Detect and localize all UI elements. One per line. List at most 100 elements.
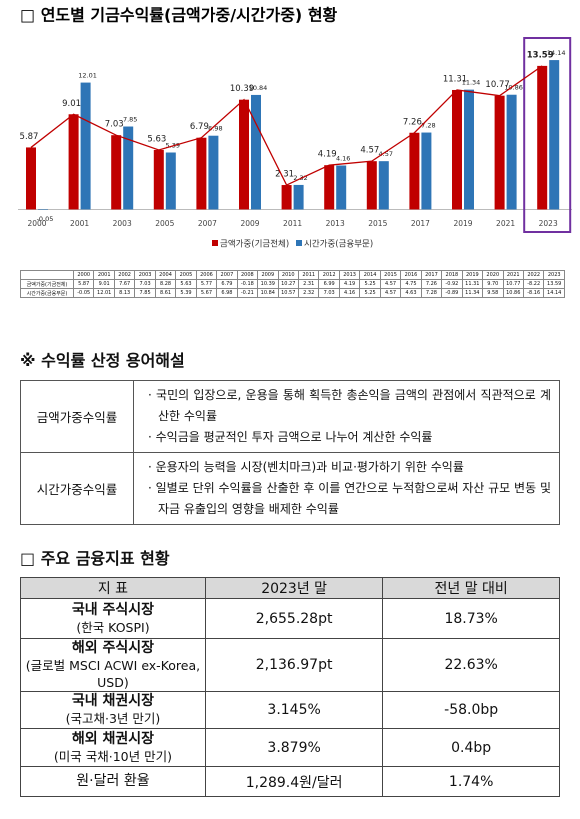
legend-label: 금액가중(기금전체) — [220, 239, 289, 250]
table-header-cell: 2006 — [195, 270, 218, 280]
indicator-name: 국내 주식시장 — [71, 601, 155, 618]
table-cell: 7.28 — [420, 288, 443, 298]
table-cell: 9.01 — [93, 279, 115, 289]
section-title: □ 주요 금융지표 현황 — [20, 549, 170, 568]
indicator-name-cell: 국내 채권시장 (국고채·3년 만기) — [20, 691, 206, 729]
table-cell: 5.39 — [175, 288, 197, 298]
table-header-cell: 2019 — [461, 270, 484, 280]
table-cell: -0.92 — [441, 279, 463, 289]
indicator-table: 지 표 2023년 말 전년 말 대비 국내 주식시장 (한국 KOSPI) 2,655.… — [20, 577, 560, 797]
table-cell: -8.16 — [522, 288, 545, 298]
value-label: 2.31 — [275, 170, 294, 180]
bar — [26, 147, 36, 210]
term: 금액가중수익률 — [20, 380, 134, 453]
x-tick-label: 2009 — [240, 219, 259, 228]
indicator-name: 국내 채권시장 — [71, 693, 155, 709]
bar — [537, 65, 548, 210]
table-cell: 7.26 — [420, 279, 443, 289]
table-header-cell: 2013 — [338, 270, 361, 280]
table-cell: 8.28 — [154, 279, 177, 289]
table-cell: 8.13 — [113, 288, 136, 298]
value-label: 7.28 — [421, 122, 435, 130]
table-cell: 13.59 — [543, 279, 565, 289]
bar — [80, 82, 91, 210]
value-label: 4.16 — [336, 154, 350, 162]
table-cell: 9.58 — [482, 288, 504, 298]
table-header-cell: 2018 — [441, 270, 463, 280]
table-header-cell: 2023년 말 — [204, 577, 384, 599]
indicator-name: 원·달러 환율 — [76, 773, 150, 789]
description-item: · 일별로 단위 수익률을 산출한 후 이를 연간으로 누적함으로써 자산 규모… — [148, 481, 551, 516]
table-header-cell: 2021 — [502, 270, 524, 280]
value-label: 14.14 — [547, 49, 566, 57]
terms-table: 금액가중수익률 · 국민의 입장으로, 운용을 통해 획득한 총손익을 금액의 관… — [20, 380, 560, 525]
table-header-cell: 2016 — [400, 270, 422, 280]
table-header-cell: 전년 말 대비 — [382, 577, 560, 599]
table-row: 시간가중(금융부문) -0.05 12.01 8.13 7.85 8.61 5.39 5.67… — [20, 288, 565, 298]
bar — [153, 149, 164, 210]
x-tick-label: 2011 — [283, 219, 302, 228]
bar — [409, 132, 420, 210]
chart: □ 연도별 기금수익률(금액가중/시간가중) 현황 2000 5.87 -0.05 2… — [18, 6, 572, 250]
bar — [494, 95, 505, 210]
indicator-sub: (한국 KOSPI) — [76, 619, 150, 635]
x-tick-label: 2021 — [496, 219, 515, 228]
value-label: 7.85 — [123, 116, 137, 124]
table-header-cell: 2003 — [134, 270, 156, 280]
table-header-cell: 2017 — [420, 270, 443, 280]
x-tick-label: 2005 — [155, 219, 174, 228]
table-row: 국내 주식시장 (한국 KOSPI) 2,655.28pt 18.73% — [20, 598, 560, 639]
value-label: 10.39 — [230, 84, 254, 94]
x-tick-label: 2013 — [326, 219, 345, 228]
x-tick-label: 2003 — [113, 219, 132, 228]
table-cell: 6.98 — [216, 288, 238, 298]
bar — [421, 132, 432, 210]
table-cell: 6.99 — [318, 279, 340, 289]
value-label: 7.26 — [403, 117, 422, 127]
legend-label: 시간가중(금융부문) — [304, 239, 373, 250]
value-label: 11.31 — [443, 74, 467, 84]
indicator-name-cell: 해외 주식시장 (글로벌 MSCI ACWI ex-Korea, USD) — [20, 638, 206, 692]
bar — [293, 184, 304, 210]
table-cell: 5.77 — [195, 279, 218, 289]
x-tick-label: 2019 — [453, 219, 472, 228]
indicator-name-cell: 원·달러 환율 — [20, 766, 206, 797]
table-cell: 10.39 — [257, 279, 279, 289]
term-description: · 운용자의 능력을 시장(벤치마크)과 비교·평가하기 위한 수익률 · 일별로… — [133, 452, 560, 525]
table-cell: 7.03 — [318, 288, 340, 298]
table-cell: 11.34 — [461, 288, 484, 298]
x-tick-label: 2007 — [198, 219, 217, 228]
table-row: 금액가중(기금전체) 5.87 9.01 7.67 7.03 8.28 5.63 5.77 6.… — [20, 279, 565, 289]
table-header-cell: 2014 — [359, 270, 381, 280]
indicator-name: 해외 주식시장 — [71, 639, 155, 656]
table-cell: 10.77 — [502, 279, 524, 289]
section-title: □ 연도별 기금수익률(금액가중/시간가중) 현황 — [20, 6, 338, 25]
table-cell: 10.84 — [257, 288, 279, 298]
x-tick-label: 2001 — [70, 219, 89, 228]
table-row: 2000 2001 2002 2003 2004 2005 2006 2007 2008 2009… — [20, 270, 565, 280]
value-label: 5.63 — [147, 134, 166, 144]
description-item: · 운용자의 능력을 시장(벤치마크)과 비교·평가하기 위한 수익률 — [148, 460, 464, 474]
bar — [208, 135, 219, 210]
table-cell: -0.05 — [72, 288, 95, 298]
highlight-box — [523, 37, 572, 233]
line — [30, 65, 543, 186]
table-cell: 11.31 — [461, 279, 484, 289]
table-header-cell: 2022 — [522, 270, 545, 280]
row-label: 시간가중(금융부문) — [20, 288, 74, 298]
value-label: 11.34 — [462, 79, 481, 87]
bar — [68, 114, 79, 210]
value-label: 4.57 — [379, 150, 393, 158]
value-label: 4.19 — [318, 150, 337, 160]
table-header-cell: 2007 — [216, 270, 238, 280]
table-cell: -8.22 — [522, 279, 545, 289]
indicator-value: 1,289.4원/달러 — [204, 766, 384, 797]
bar — [239, 99, 249, 210]
indicator-name: 해외 채권시장 — [71, 730, 155, 747]
table-header-cell: 2000 — [72, 270, 95, 280]
value-label: 5.87 — [20, 132, 39, 142]
table-header-cell: 2009 — [257, 270, 279, 280]
table-cell: 5.67 — [195, 288, 218, 298]
table-row: 원·달러 환율 1,289.4원/달러 1.74% — [20, 766, 560, 797]
